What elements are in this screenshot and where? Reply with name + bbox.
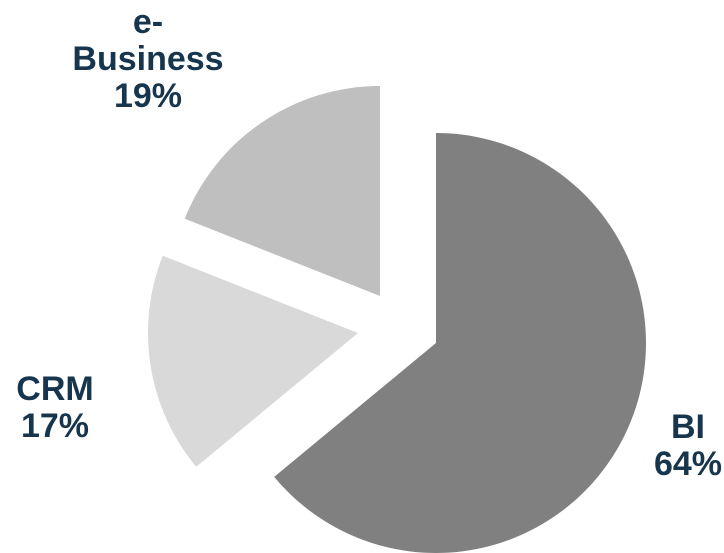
slice-label-crm: CRM 17%	[16, 370, 93, 445]
slice-label-line: e-	[133, 3, 163, 41]
slice-label-line: 17%	[21, 407, 89, 445]
slice-label-line: Business	[72, 40, 223, 78]
slice-label-line: 64%	[654, 445, 722, 483]
pie-slice-crm	[148, 255, 358, 467]
slice-label-line: CRM	[16, 370, 93, 408]
pie-slice-e	[184, 86, 380, 296]
slice-label-bi: BI 64%	[654, 408, 722, 483]
slice-label-e: e-Business 19%	[72, 3, 223, 115]
slice-label-line: BI	[671, 408, 705, 446]
slice-label-line: 19%	[114, 77, 182, 115]
pie-slice-bi	[274, 133, 646, 553]
